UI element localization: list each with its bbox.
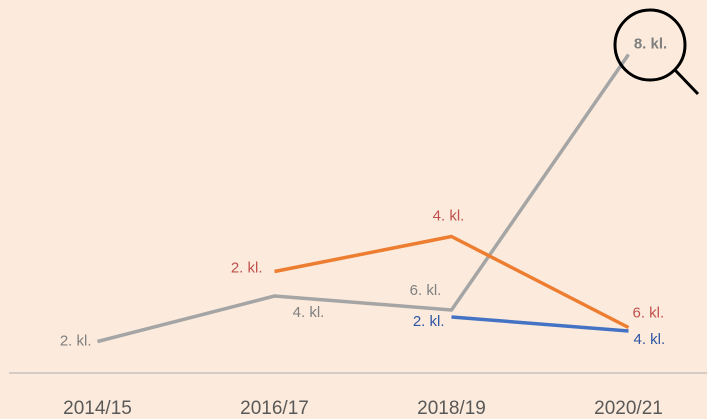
- point-label: 2. kl.: [231, 259, 263, 276]
- plot: 2. kl. 4. kl. 6. kl. 8. kl. 2. kl. 4. kl. 6. k…: [60, 35, 667, 349]
- x-tick-label: 2016/17: [240, 398, 309, 419]
- point-label: 2. kl.: [413, 313, 445, 330]
- magnifier-handle: [673, 68, 700, 96]
- point-label: 4. kl.: [293, 304, 325, 321]
- magnifier-icon: [613, 8, 700, 96]
- point-label: 4. kl.: [433, 207, 465, 224]
- point-label: 2. kl.: [60, 332, 92, 349]
- point-label: 6. kl.: [410, 282, 442, 299]
- x-tick-label: 2020/21: [594, 398, 663, 419]
- point-label: 8. kl.: [634, 35, 667, 52]
- x-tick-label: 2014/15: [63, 398, 132, 419]
- point-label: 6. kl.: [633, 304, 665, 321]
- point-label: 4. kl.: [634, 331, 666, 348]
- line-series: [97, 53, 630, 344]
- line-series: [274, 234, 630, 330]
- line-series: [451, 315, 629, 333]
- x-tick-label: 2018/19: [417, 398, 486, 419]
- magnifier-lens: [613, 8, 687, 82]
